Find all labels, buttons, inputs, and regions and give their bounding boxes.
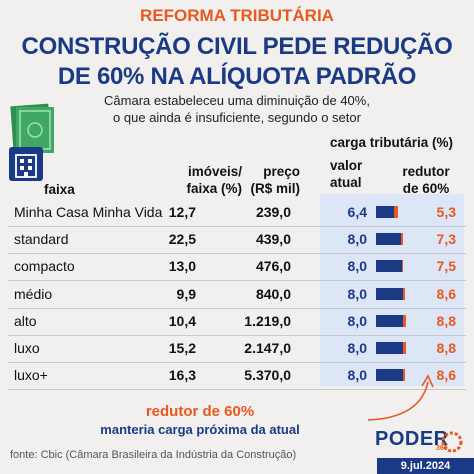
column-header-imoveis: imóveis/ faixa (%) [170,163,242,197]
table-row: médio 9,9 840,0 8,0 8,6 [8,281,466,309]
column-header-faixa: faixa [44,182,75,197]
row-valor-atual: 8,0 [347,285,367,302]
subtitle: Câmara estabeleceu uma diminuição de 40%… [0,92,474,126]
row-preco: 439,0 [255,231,291,248]
column-header-preco: preço (R$ mil) [245,163,300,197]
row-preco: 2.147,0 [244,340,291,356]
money-icon [10,103,54,155]
row-faixa: luxo+ [14,367,48,384]
column-header-redutor: redutor de 60% [390,163,462,197]
row-imoveis: 15,2 [168,340,196,356]
publication-date: 9.jul.2024 [377,458,474,474]
row-valor-atual: 8,0 [347,367,367,384]
subtitle-line-1: Câmara estabeleceu uma diminuição de 40%… [104,93,370,108]
column-header-carga: carga tributária (%) [330,135,454,150]
row-redutor: 7,3 [436,231,456,248]
table-row: standard 22,5 439,0 8,0 7,3 [8,226,466,255]
row-faixa: luxo [14,340,40,356]
row-redutor: 8,6 [436,367,456,384]
bar-redutor [403,314,406,327]
row-valor-atual: 8,0 [347,340,367,356]
bar-redutor [400,233,404,246]
row-faixa: standard [14,231,69,248]
column-header-imoveis-line-1: imóveis/ [187,164,242,179]
table-row: Minha Casa Minha Vida 12,7 239,0 6,4 5,3 [8,199,466,227]
bar-redutor [403,287,406,300]
bar-valor-atual [376,369,404,382]
subtitle-line-2: o que ainda é insuficiente, segundo o se… [113,110,361,125]
headline: CONSTRUÇÃO CIVIL PEDE REDUÇÃO DE 60% NA … [0,32,474,92]
row-valor-atual: 8,0 [347,258,367,275]
row-preco: 840,0 [255,285,291,302]
brand-logo-sub: 360 [436,445,448,452]
row-preco: 239,0 [255,204,291,220]
column-header-imoveis-line-2: faixa (%) [186,181,242,196]
arrow-icon [367,374,434,421]
bar-redutor [403,342,406,354]
source-note: fonte: Cbic (Câmara Brasileira da Indúst… [10,449,297,461]
row-redutor: 5,3 [436,204,456,220]
column-header-valor-line-2: atual [330,175,362,190]
row-redutor: 8,6 [436,285,456,302]
row-imoveis: 22,5 [168,231,196,248]
brand-logo: PODER [375,428,449,450]
column-header-redutor-line-2: de 60% [402,181,450,196]
column-header-redutor-line-1: redutor [402,164,450,179]
row-redutor: 8,8 [436,312,456,329]
row-faixa: alto [14,312,37,329]
row-imoveis: 13,0 [168,258,196,275]
bar-redutor [403,369,406,382]
annotation-text: manteria carga próxima da atual [100,422,300,437]
bar-valor-atual [376,260,404,273]
table-row: luxo+ 16,3 5.370,0 8,0 8,6 [8,362,466,391]
bar-valor-atual [376,206,398,218]
logo-sun-icon [441,431,463,453]
row-imoveis: 9,9 [176,285,196,302]
headline-line-1: CONSTRUÇÃO CIVIL PEDE REDUÇÃO [21,33,453,60]
row-preco: 476,0 [255,258,291,275]
row-valor-atual: 8,0 [347,231,367,248]
row-preco: 1.219,0 [244,312,291,329]
table-row: compacto 13,0 476,0 8,0 7,5 [8,253,466,282]
table-row: luxo 15,2 2.147,0 8,0 8,8 [8,335,466,363]
row-imoveis: 16,3 [168,367,196,384]
column-header-valor-line-1: valor [330,158,363,173]
row-imoveis: 10,4 [168,312,196,329]
bar-valor-atual [376,233,404,246]
column-header-valor-atual: valor atual [330,157,362,191]
column-header-preco-line-1: preço [263,164,300,179]
row-faixa: compacto [14,258,75,275]
bar-valor-atual [376,314,404,327]
row-preco: 5.370,0 [244,367,291,384]
bar-valor-atual [376,342,404,354]
annotation: redutor de 60% manteria carga próxima da… [0,403,400,437]
bar-redutor [401,260,404,273]
row-valor-atual: 6,4 [347,204,367,220]
row-redutor: 7,5 [436,258,456,275]
bar-redutor [394,206,398,218]
kicker: REFORMA TRIBUTÁRIA [140,6,334,25]
row-faixa: Minha Casa Minha Vida [14,204,163,220]
row-valor-atual: 8,0 [347,312,367,329]
bar-valor-atual [376,287,404,300]
annotation-title: redutor de 60% [145,403,255,420]
row-faixa: médio [14,285,53,302]
row-redutor: 8,8 [436,340,456,356]
row-imoveis: 12,7 [168,204,196,220]
table-row: alto 10,4 1.219,0 8,0 8,8 [8,308,466,336]
headline-line-2: DE 60% NA ALÍQUOTA PADRÃO [57,63,417,90]
column-header-preco-line-2: (R$ mil) [250,181,300,196]
building-icon [9,147,43,181]
